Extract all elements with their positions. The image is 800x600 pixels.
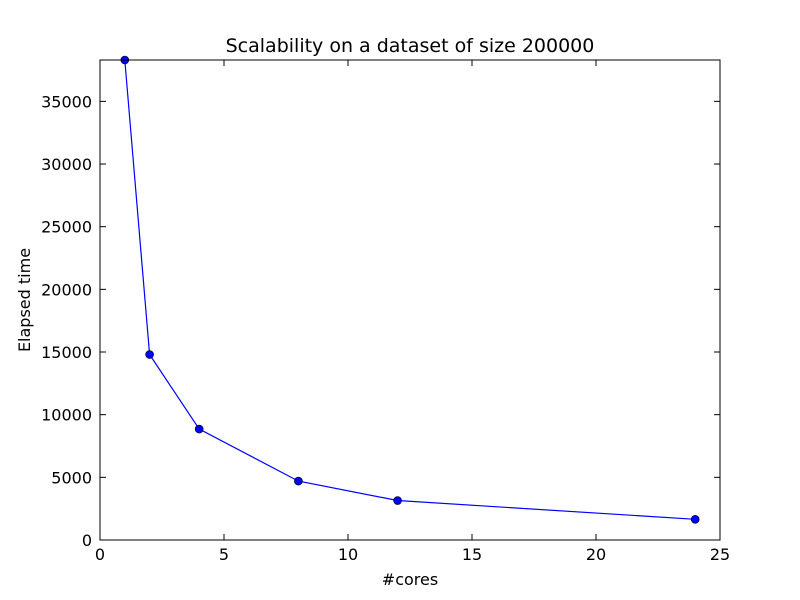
data-point [393,496,402,505]
y-tick-label: 30000 [41,155,92,174]
data-point [194,424,204,434]
data-point [145,350,154,359]
plot-frame [99,59,721,541]
y-tick-label: 5000 [51,468,92,487]
x-tick-label: 10 [338,545,358,564]
y-axis-label: Elapsed time [15,248,34,352]
y-tick-label: 0 [82,531,92,550]
y-tick-label: 10000 [41,406,92,425]
y-tick-label: 20000 [41,280,92,299]
y-tick-label: 25000 [41,218,92,237]
y-tick-label: 35000 [41,92,92,111]
x-tick-label: 5 [219,545,229,564]
y-tick-label: 15000 [41,343,92,362]
plot-area [100,60,720,540]
data-point [294,476,303,486]
chart-title: Scalability on a dataset of size 200000 [226,35,595,57]
x-axis-label: #cores [382,570,438,589]
data-point [690,515,700,524]
x-tick-label: 15 [462,545,482,564]
series-line-0 [124,59,696,520]
x-tick-label: 20 [586,545,606,564]
x-tick-label: 25 [710,545,730,564]
x-tick-label: 0 [95,545,105,564]
